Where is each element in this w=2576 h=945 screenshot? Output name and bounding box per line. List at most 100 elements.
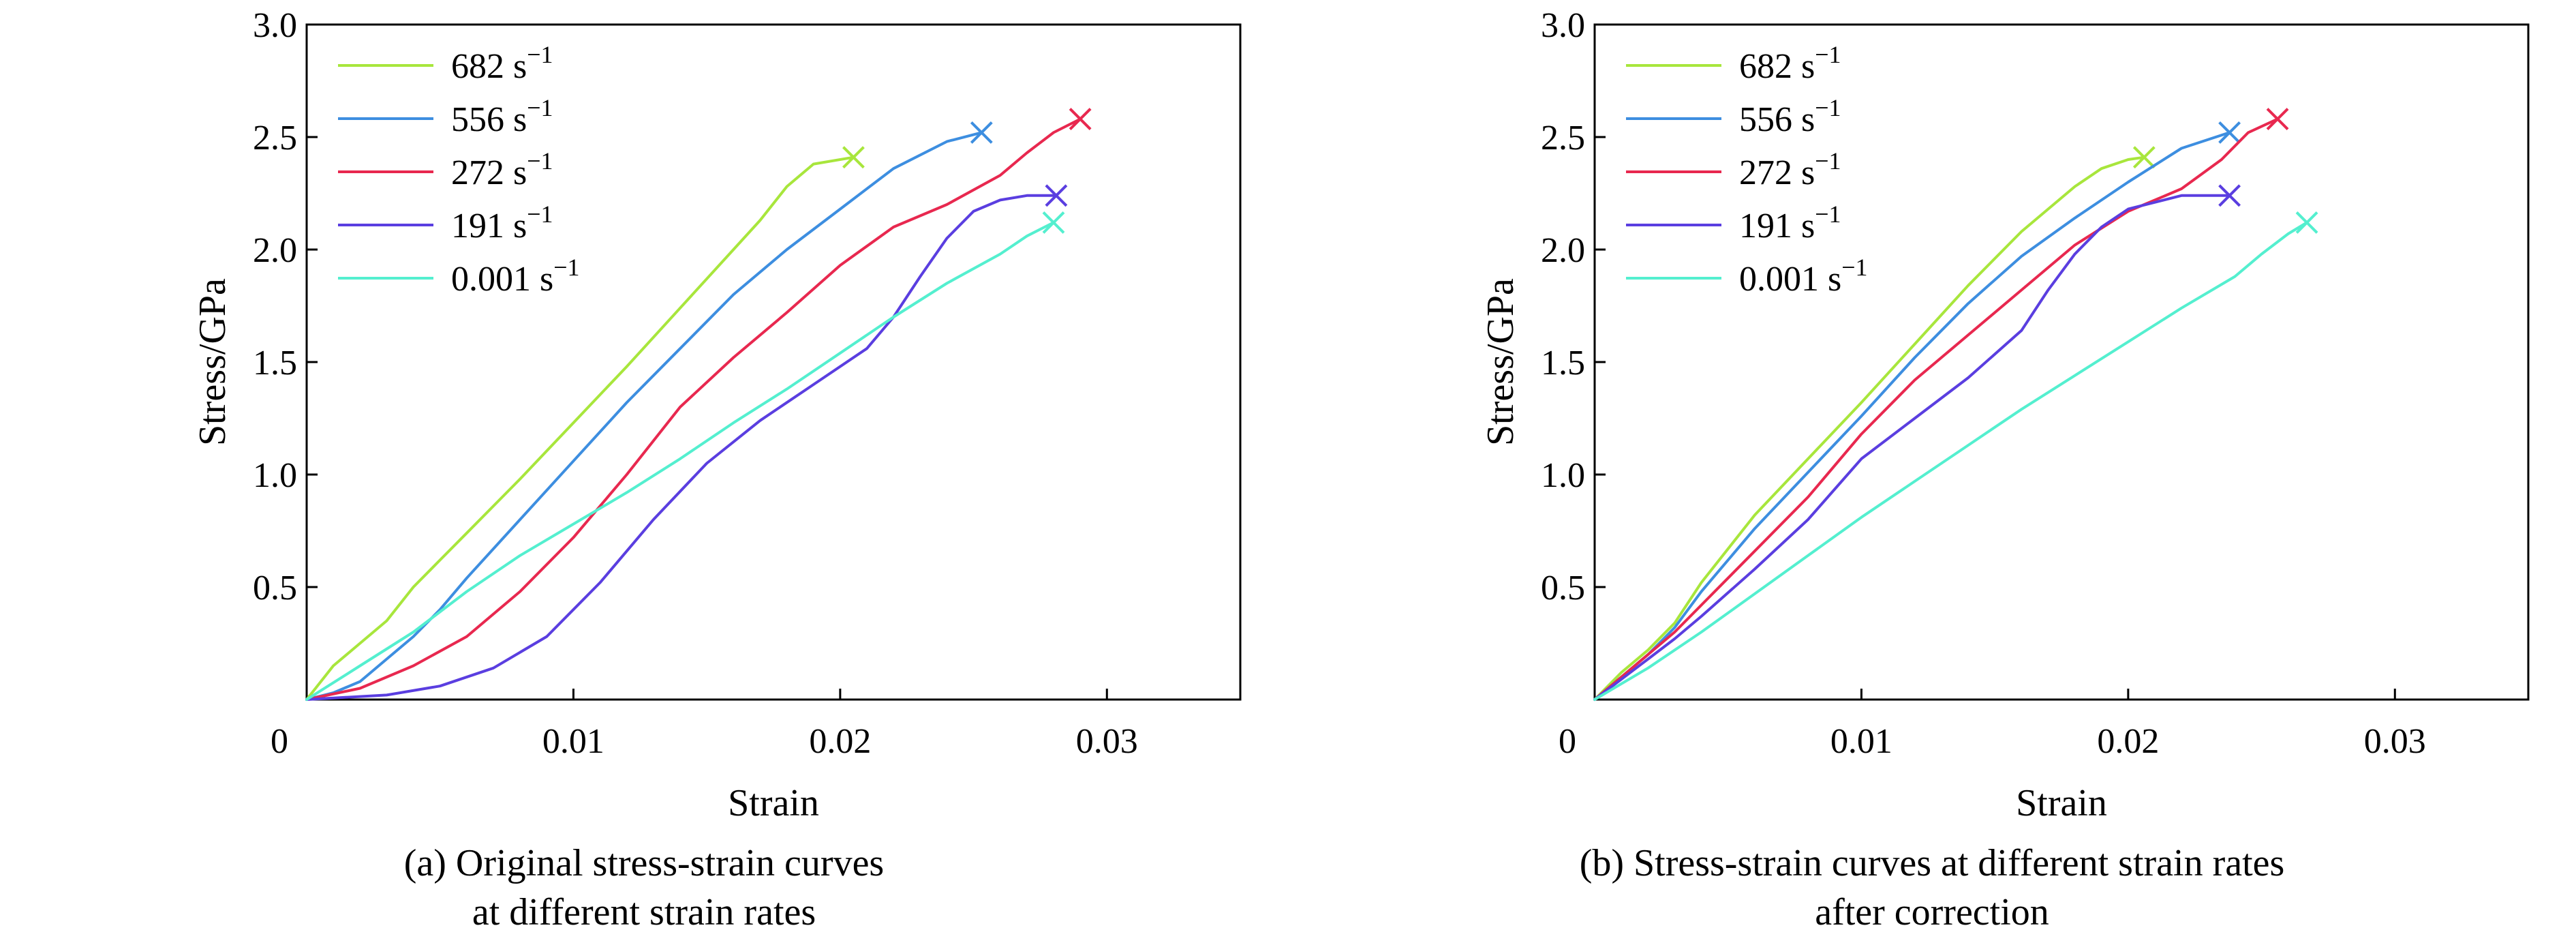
chart-b-series-line-191 bbox=[1593, 194, 2231, 701]
chart-panel-a: 0 0.01 0.02 0.03 0.5 1.0 1.5 2.0 2.5 3.0 Strain Str… bbox=[0, 6, 1288, 937]
chart-a-marker-stroke bbox=[842, 146, 865, 169]
chart-b-legend-rate: 682 bbox=[1739, 47, 1801, 86]
chart-b-marker-stroke bbox=[2295, 211, 2318, 234]
chart-b-xtick-label: 0.01 bbox=[1830, 722, 1892, 761]
chart-a-legend-rate: 0.001 bbox=[451, 260, 540, 299]
chart-b-legend-unit: s bbox=[1828, 260, 1841, 299]
chart-a-series-line-0.001 bbox=[305, 221, 1055, 701]
chart-a-legend-item-272: 272 s−1 bbox=[338, 147, 553, 192]
chart-a-xtick-label: 0.01 bbox=[542, 722, 604, 761]
caption-b-line-1: (b) Stress-strain curves at different st… bbox=[1579, 842, 2285, 884]
chart-b-ytick-label: 1.5 bbox=[1541, 344, 1585, 382]
chart-b-series-line-556 bbox=[1593, 131, 2231, 701]
chart-b-legend-label: 682 s−1 bbox=[1739, 41, 1841, 86]
chart-a-series-end-marker-191 bbox=[1045, 184, 1068, 207]
chart-a-xtick-label: 0.02 bbox=[809, 722, 871, 761]
chart-b-plot-frame bbox=[1593, 23, 2530, 701]
chart-a-legend-rate: 191 bbox=[451, 207, 513, 245]
chart-b-series-end-marker-0.001 bbox=[2295, 211, 2318, 234]
caption-a-line-2: at different strain rates bbox=[472, 891, 816, 933]
chart-a-series-line-556 bbox=[305, 131, 983, 701]
chart-a-legend-item-682: 682 s−1 bbox=[338, 41, 553, 86]
chart-b-legend-unit: s bbox=[1801, 47, 1815, 86]
chart-b-ytick-label: 2.5 bbox=[1541, 119, 1585, 158]
chart-a-y-axis-title: Stress/GPa bbox=[191, 278, 234, 446]
chart-a-series-line-191 bbox=[305, 194, 1058, 701]
chart-a-legend-label: 272 s−1 bbox=[451, 147, 553, 192]
chart-b-marker-stroke bbox=[2218, 184, 2241, 207]
chart-a-marker-stroke bbox=[1069, 108, 1092, 131]
chart-a-legend-label: 682 s−1 bbox=[451, 41, 553, 86]
chart-a-series-end-marker-556 bbox=[970, 121, 993, 144]
chart-b-xtick-label: 0 bbox=[1559, 722, 1576, 761]
chart-b-xtick-label: 0.02 bbox=[2097, 722, 2159, 761]
chart-a-ytick-label: 2.0 bbox=[253, 231, 297, 270]
chart-a-ytick-label: 2.5 bbox=[253, 119, 297, 158]
chart-b-x-axis-title: Strain bbox=[2016, 782, 2107, 824]
chart-a-series-end-marker-272 bbox=[1069, 108, 1092, 131]
chart-a-x-axis-title: Strain bbox=[728, 782, 819, 824]
chart-b-ytick-label: 2.0 bbox=[1541, 231, 1585, 270]
chart-a-marker-stroke bbox=[1045, 184, 1068, 207]
chart-b-legend-item-0.001: 0.001 s−1 bbox=[1626, 254, 1868, 299]
chart-a-legend-exponent: −1 bbox=[527, 94, 553, 121]
chart-b-marker-stroke bbox=[2218, 121, 2241, 144]
chart-a-legend-label: 556 s−1 bbox=[451, 94, 553, 139]
chart-b-ytick-label: 0.5 bbox=[1541, 569, 1585, 608]
chart-b-legend-unit: s bbox=[1801, 153, 1815, 192]
chart-a-legend-item-0.001: 0.001 s−1 bbox=[338, 254, 580, 299]
chart-a-legend-unit: s bbox=[513, 207, 527, 245]
caption-a-line-1: (a) Original stress-strain curves bbox=[403, 842, 885, 884]
caption-b-line-2: after correction bbox=[1815, 891, 2049, 933]
chart-b-legend-item-191: 191 s−1 bbox=[1626, 200, 1841, 245]
chart-a-series-end-marker-0.001 bbox=[1042, 211, 1065, 234]
chart-a-legend-unit: s bbox=[540, 260, 553, 299]
chart-b-legend-rate: 272 bbox=[1739, 153, 1801, 192]
chart-a-legend-rate: 682 bbox=[451, 47, 513, 86]
chart-b-y-axis-title: Stress/GPa bbox=[1479, 278, 1522, 446]
chart-a-xtick-label: 0 bbox=[271, 722, 288, 761]
chart-b-marker-stroke bbox=[2266, 108, 2289, 131]
chart-b-legend-exponent: −1 bbox=[1841, 254, 1867, 281]
chart-b-xtick-label: 0.03 bbox=[2364, 722, 2426, 761]
chart-a-marker-stroke bbox=[1042, 211, 1065, 234]
chart-b-series-line-0.001 bbox=[1593, 221, 2309, 701]
chart-b-legend-rate: 191 bbox=[1739, 207, 1801, 245]
chart-a-legend-exponent: −1 bbox=[527, 200, 553, 228]
chart-b-series-end-marker-272 bbox=[2266, 108, 2289, 131]
chart-a-ytick-label: 1.0 bbox=[253, 456, 297, 495]
caption-a: (a) Original stress-strain curves at dif… bbox=[0, 839, 1288, 937]
chart-a-series-line-682 bbox=[305, 155, 855, 701]
chart-a-ytick-label: 3.0 bbox=[253, 6, 297, 45]
chart-a-marker-stroke bbox=[970, 121, 993, 144]
chart-b-legend-unit: s bbox=[1801, 207, 1815, 245]
chart-b-legend-rate: 0.001 bbox=[1739, 260, 1828, 299]
chart-a-legend-label: 0.001 s−1 bbox=[451, 254, 580, 299]
chart-a-legend-unit: s bbox=[513, 100, 527, 139]
chart-a-legend-item-191: 191 s−1 bbox=[338, 200, 553, 245]
chart-b-legend-exponent: −1 bbox=[1815, 94, 1841, 121]
chart-b-legend-rate: 556 bbox=[1739, 100, 1801, 139]
chart-a-ytick-label: 1.5 bbox=[253, 344, 297, 382]
chart-b-legend-item-272: 272 s−1 bbox=[1626, 147, 1841, 192]
chart-b-legend-exponent: −1 bbox=[1815, 200, 1841, 228]
chart-a-legend-rate: 556 bbox=[451, 100, 513, 139]
chart-b-series-end-marker-682 bbox=[2132, 146, 2156, 169]
chart-b-ytick-label: 1.0 bbox=[1541, 456, 1585, 495]
chart-b-svg: 0 0.01 0.02 0.03 0.5 1.0 1.5 2.0 2.5 3.0 Strain Str… bbox=[1479, 6, 2530, 824]
chart-b-legend-exponent: −1 bbox=[1815, 41, 1841, 68]
caption-b: (b) Stress-strain curves at different st… bbox=[1288, 839, 2576, 937]
chart-b-legend-exponent: −1 bbox=[1815, 147, 1841, 175]
chart-b-series-end-marker-191 bbox=[2218, 184, 2241, 207]
chart-a-series-line-272 bbox=[305, 117, 1082, 701]
chart-a-xtick-label: 0.03 bbox=[1076, 722, 1138, 761]
chart-b-series-line-682 bbox=[1593, 155, 2146, 701]
chart-b-ytick-label: 3.0 bbox=[1541, 6, 1585, 45]
chart-a-legend-unit: s bbox=[513, 153, 527, 192]
chart-b-legend-label: 556 s−1 bbox=[1739, 94, 1841, 139]
chart-a-svg: 0 0.01 0.02 0.03 0.5 1.0 1.5 2.0 2.5 3.0 Strain Str… bbox=[191, 6, 1242, 824]
chart-a-legend-unit: s bbox=[513, 47, 527, 86]
chart-b-series-end-marker-556 bbox=[2218, 121, 2241, 144]
chart-b-legend-item-682: 682 s−1 bbox=[1626, 41, 1841, 86]
